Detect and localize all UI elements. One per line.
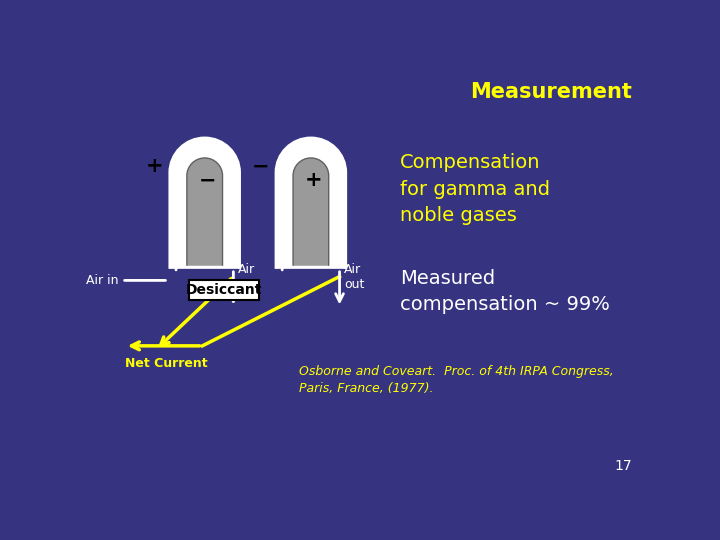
PathPatch shape xyxy=(170,138,240,269)
Text: Air
out: Air out xyxy=(344,262,364,291)
Text: Air
out: Air out xyxy=(238,262,258,291)
Text: −: − xyxy=(199,170,217,190)
Text: Air in: Air in xyxy=(86,274,119,287)
Text: +: + xyxy=(146,157,163,177)
PathPatch shape xyxy=(276,138,346,269)
Text: Compensation
for gamma and
noble gases: Compensation for gamma and noble gases xyxy=(400,153,550,225)
Text: Measurement: Measurement xyxy=(471,82,632,102)
Text: −: − xyxy=(252,157,270,177)
PathPatch shape xyxy=(187,158,222,266)
FancyBboxPatch shape xyxy=(189,280,259,300)
PathPatch shape xyxy=(293,158,329,266)
Text: Measured
compensation ~ 99%: Measured compensation ~ 99% xyxy=(400,269,610,314)
Text: +: + xyxy=(305,170,323,190)
Text: Desiccant: Desiccant xyxy=(186,282,262,296)
Text: Net Current: Net Current xyxy=(125,357,207,370)
Text: Osborne and Coveart.  Proc. of 4th IRPA Congress,
Paris, France, (1977).: Osborne and Coveart. Proc. of 4th IRPA C… xyxy=(300,365,614,395)
Text: 17: 17 xyxy=(615,459,632,473)
